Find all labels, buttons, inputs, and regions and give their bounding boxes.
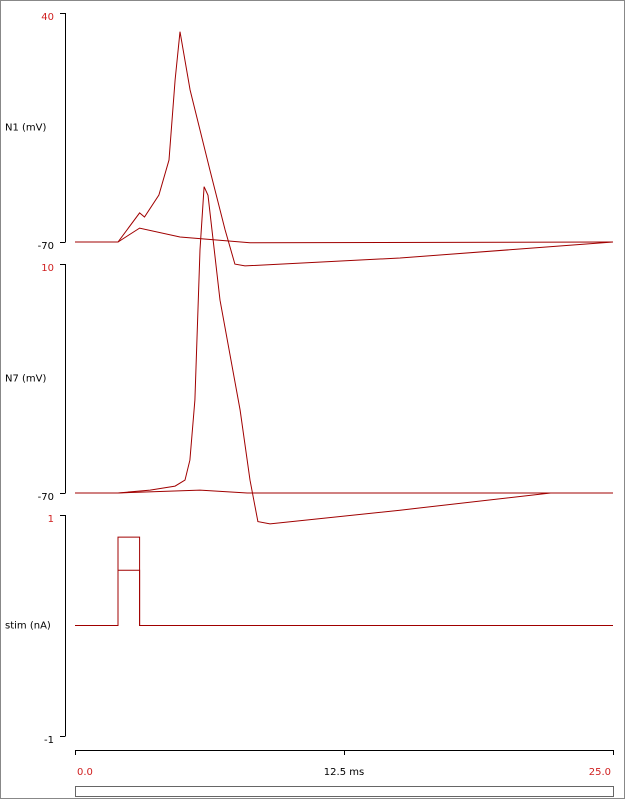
trace [75, 227, 614, 244]
trace [75, 31, 614, 267]
trace [75, 569, 613, 626]
x-tick-label: 12.5 ms [324, 767, 364, 778]
y-axis-label: stim (nA) [5, 621, 51, 632]
y-tick-label: 40 [41, 12, 54, 23]
scrollbar[interactable] [75, 786, 614, 797]
trace [75, 536, 613, 626]
x-tick-label: 25.0 [589, 767, 611, 778]
y-axis-label: N1 (mV) [5, 123, 47, 134]
y-tick-label: -1 [44, 735, 54, 746]
y-tick-label: 10 [41, 263, 54, 274]
x-tick-label: 0.0 [77, 767, 93, 778]
trace [75, 186, 613, 525]
trace [75, 489, 613, 494]
y-tick-label: -70 [38, 241, 54, 252]
y-tick-label: 1 [48, 514, 54, 525]
y-tick-label: -70 [38, 492, 54, 503]
y-axis-label: N7 (mV) [5, 374, 47, 385]
